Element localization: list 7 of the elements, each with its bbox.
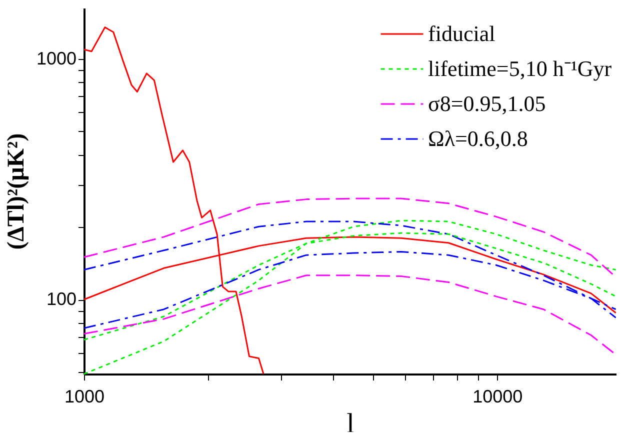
legend-label: lifetime=5,10 h⁻¹Gyr	[428, 56, 612, 81]
x-tick-label: 10000	[472, 386, 523, 406]
y-tick-label: 100	[46, 289, 76, 309]
legend-label: Ωλ=0.6,0.8	[428, 126, 528, 151]
legend-label: σ8=0.95,1.05	[428, 91, 546, 116]
y-axis-title: (ΔTl)²(μK²)	[3, 133, 30, 250]
legend-label: fiducial	[428, 21, 496, 46]
